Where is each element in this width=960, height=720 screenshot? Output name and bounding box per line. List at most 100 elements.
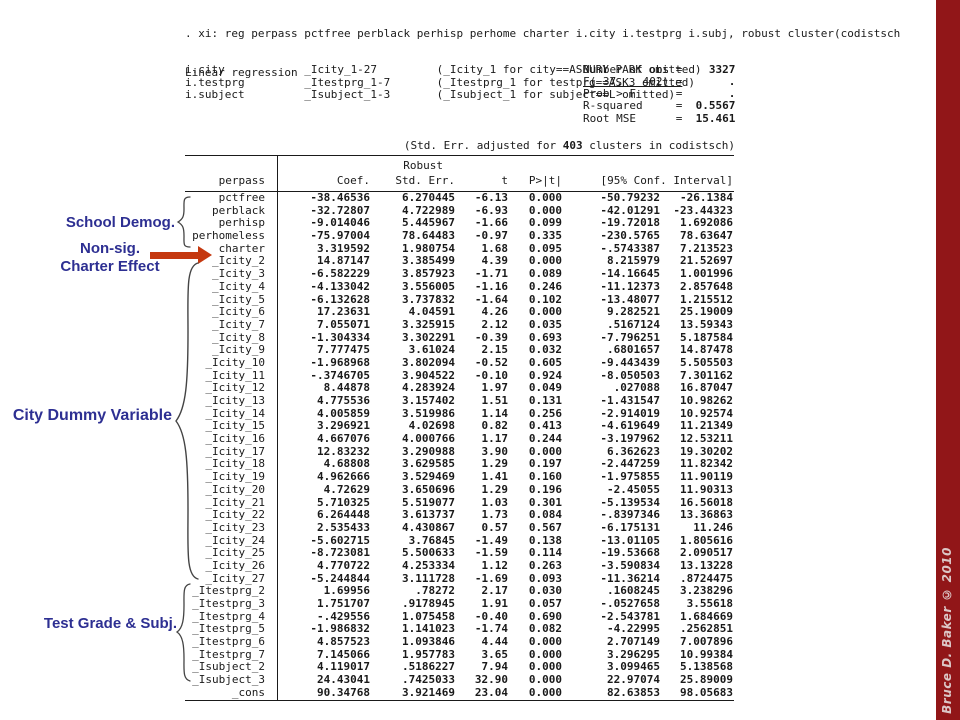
cell-ci-high: 13.13228 (680, 558, 733, 572)
cell-ci-low: -.5743387 (600, 241, 660, 255)
cell-t: 1.17 (481, 432, 509, 446)
cell-p: 0.301 (528, 495, 562, 509)
cluster-note-post: clusters in codistsch) (582, 139, 735, 152)
cell-p: 0.084 (528, 508, 562, 522)
cell-p: 0.196 (528, 482, 562, 496)
cell-ci-low: 82.63853 (607, 685, 660, 699)
cell-ci-low: -19.72018 (600, 216, 660, 230)
cell-t: -0.39 (474, 330, 508, 344)
cell-coef: 4.770722 (317, 558, 370, 572)
cell-p: 0.049 (528, 381, 562, 395)
cell-ci-high: 14.87478 (680, 343, 733, 357)
cell-ci-high: .8724475 (680, 571, 733, 585)
table-row: _Icity_14 4.005859 3.519986 1.14 0.256 -… (185, 406, 733, 421)
cell-ci-low: 2.707149 (607, 635, 660, 649)
table-row: _Itestprg_4 -.429556 1.075458 -0.40 0.69… (185, 609, 733, 624)
table-row: _Itestprg_3 1.751707 .9178945 1.91 0.057… (185, 597, 733, 611)
stat-line: Root MSE = 15.461 (583, 112, 735, 125)
robust-header: Robust (403, 159, 443, 172)
cell-stderr: 4.04591 (408, 305, 455, 319)
p-header: P>|t| (528, 174, 562, 187)
table-row: _Itestprg_5 -1.986832 1.141023 -1.74 0.0… (185, 623, 733, 636)
cell-stderr: 5.519077 (402, 495, 455, 509)
cell-p: 0.335 (528, 229, 562, 243)
table-row: _Icity_10 -1.968968 3.802094 -0.52 0.605… (185, 355, 733, 370)
cell-coef: 8.44878 (323, 381, 370, 395)
cell-ci-low: -7.796251 (600, 330, 660, 344)
cell-coef: 1.69956 (323, 584, 370, 598)
cell-ci-high: 11.82342 (680, 457, 733, 471)
cell-ci-low: -2.914019 (600, 406, 660, 420)
cell-ci-low: -13.01105 (600, 533, 660, 547)
cell-stderr: 1.980754 (402, 241, 455, 255)
cell-ci-low: -50.79232 (600, 191, 660, 204)
cell-varname: _Icity_17 (205, 444, 265, 458)
cell-varname: _Icity_12 (205, 381, 265, 395)
cell-p: 0.082 (528, 622, 562, 636)
cell-stderr: .7425033 (402, 673, 455, 687)
cell-coef: 24.43041 (317, 673, 370, 687)
stat-label: Number of obs = (583, 63, 683, 76)
cell-t: -6.93 (474, 203, 508, 217)
table-row: perhomeless -75.97004 78.64483 -0.97 0.3… (185, 229, 733, 243)
cell-ci-high: 1.805616 (680, 533, 733, 547)
cell-ci-low: .6801657 (607, 343, 660, 357)
cell-p: 0.131 (528, 394, 562, 407)
cell-ci-high: 5.505503 (680, 355, 733, 369)
cell-ci-high: 1.215512 (680, 292, 733, 306)
stat-line: Prob > F =. (583, 88, 735, 100)
factor-line: i.city _Icity_1-27 (_Icity_1 for city==A… (185, 63, 702, 77)
cell-t: 1.97 (481, 381, 509, 395)
cell-stderr: 3.76845 (408, 533, 455, 547)
cell-ci-high: 3.55618 (686, 597, 733, 610)
cell-t: 1.12 (481, 558, 509, 572)
cell-stderr: 3.556005 (402, 279, 455, 293)
cell-varname: _Icity_25 (205, 546, 265, 560)
cell-ci-low: -.8397346 (600, 508, 660, 522)
cell-p: 0.057 (528, 597, 562, 610)
cell-p: 0.000 (528, 254, 562, 268)
cell-p: 0.605 (528, 355, 562, 369)
cell-varname: _Icity_8 (212, 330, 265, 344)
cell-varname: pctfree (218, 191, 265, 204)
table-row: _Icity_2 14.87147 3.385499 4.39 0.000 8.… (185, 255, 733, 268)
cell-coef: -1.304334 (310, 330, 370, 344)
cell-coef: 4.667076 (317, 432, 370, 446)
cell-stderr: 3.650696 (402, 482, 455, 496)
cell-coef: 2.535433 (317, 520, 370, 534)
cell-stderr: .9178945 (402, 597, 455, 610)
cell-varname: perhomeless (192, 229, 265, 243)
cell-stderr: 4.000766 (402, 432, 455, 446)
cell-stderr: 3.325915 (402, 317, 455, 331)
cell-varname: _Icity_7 (212, 317, 265, 331)
cell-varname: _Icity_9 (212, 343, 265, 357)
cell-t: -1.16 (474, 279, 508, 293)
coef-header: Coef. (336, 174, 370, 187)
cell-varname: _Icity_18 (205, 457, 265, 471)
cell-p: 0.138 (528, 533, 562, 547)
cell-ci-low: -2.543781 (600, 609, 660, 623)
arrow-icon (150, 252, 199, 259)
cell-p: 0.567 (528, 520, 562, 534)
cell-ci-low: -14.16645 (600, 267, 660, 281)
cell-varname: _Isubject_2 (192, 660, 265, 674)
cell-varname: perblack (212, 203, 265, 217)
table-row: _Icity_6 17.23631 4.04591 4.26 0.000 9.2… (185, 305, 733, 319)
cell-t: -1.69 (474, 571, 508, 585)
cell-varname: _Icity_15 (205, 419, 265, 433)
cell-t: 2.12 (481, 317, 509, 331)
cell-stderr: 1.957783 (402, 647, 455, 661)
cell-t: 1.14 (481, 406, 509, 420)
cell-p: 0.000 (528, 673, 562, 687)
cell-coef: 12.83232 (317, 444, 370, 458)
cell-varname: _Icity_14 (205, 406, 265, 420)
cell-ci-low: 3.296295 (607, 647, 660, 661)
table-bottom-rule (185, 700, 734, 701)
table-row: _Icity_18 4.68808 3.629585 1.29 0.197 -2… (185, 458, 733, 471)
cell-ci-high: 98.05683 (680, 685, 733, 699)
cell-ci-high: 1.692086 (680, 216, 733, 230)
cell-varname: charter (218, 241, 265, 255)
cell-p: 0.114 (528, 546, 562, 560)
cell-coef: 4.775536 (317, 394, 370, 407)
cell-p: 0.690 (528, 609, 562, 623)
